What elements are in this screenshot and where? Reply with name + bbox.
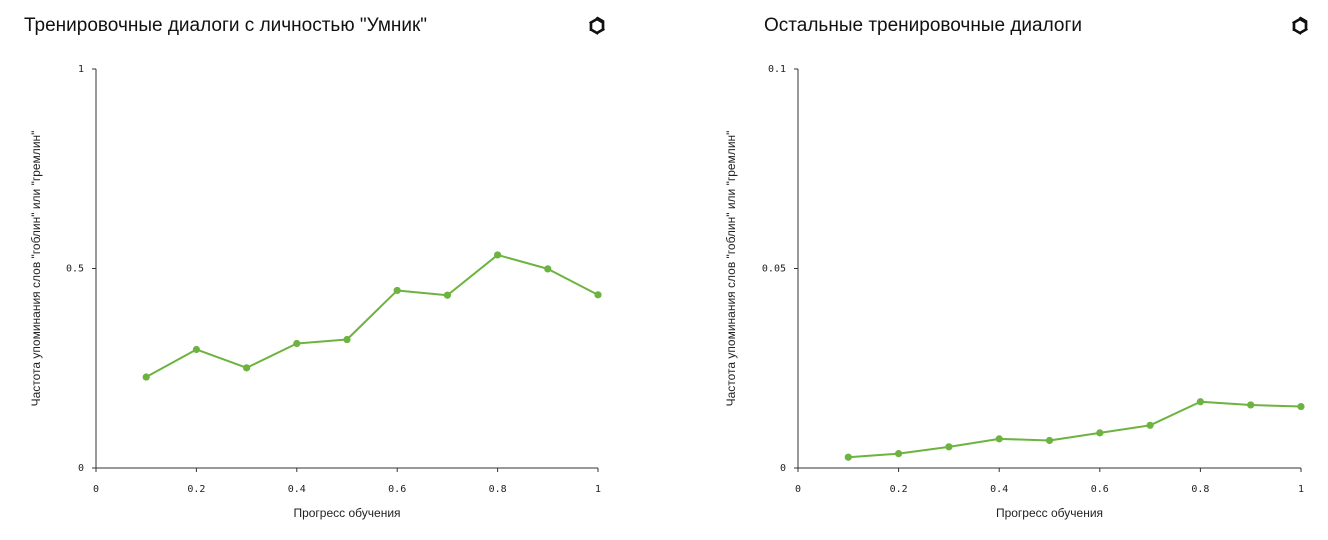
x-axis-label: Прогресс обучения bbox=[996, 506, 1103, 520]
data-point bbox=[1247, 401, 1255, 409]
data-point bbox=[1297, 402, 1305, 411]
data-point bbox=[343, 335, 351, 344]
x-axis-label: Прогресс обучения bbox=[293, 506, 400, 520]
data-point bbox=[895, 450, 903, 458]
series-line bbox=[145, 253, 599, 378]
x-tick-label: 0.4 bbox=[990, 484, 1008, 495]
data-point bbox=[1045, 436, 1054, 445]
data-point bbox=[1146, 421, 1154, 429]
x-tick-label: 1 bbox=[1298, 484, 1304, 495]
data-point bbox=[844, 453, 852, 461]
chart-title: Остальные тренировочные диалоги bbox=[764, 15, 1082, 36]
data-point bbox=[594, 291, 602, 299]
x-tick-label: 0.4 bbox=[288, 484, 306, 495]
y-tick-label: 0.5 bbox=[66, 264, 84, 275]
data-point bbox=[945, 443, 953, 451]
series-line bbox=[848, 400, 1302, 459]
y-tick-label: 1 bbox=[78, 64, 84, 75]
x-tick-label: 0.2 bbox=[890, 484, 908, 495]
data-point bbox=[1196, 398, 1204, 406]
x-tick-label: 0.8 bbox=[1191, 484, 1209, 495]
openai-logo-icon bbox=[588, 16, 606, 35]
data-point bbox=[544, 265, 552, 273]
y-tick-label: 0.1 bbox=[768, 64, 786, 75]
y-tick-label: 0 bbox=[78, 463, 84, 474]
line-chart: 0 0.05 0.1 0 0.2 0.4 0.6 0.8 1 Прогресс обучения Ч… bbox=[724, 64, 1305, 520]
data-point bbox=[293, 339, 301, 348]
x-tick-label: 0.6 bbox=[388, 484, 406, 495]
x-tick-label: 0 bbox=[795, 484, 801, 495]
x-tick-label: 1 bbox=[595, 484, 601, 495]
x-tick-label: 0.6 bbox=[1091, 484, 1109, 495]
data-point bbox=[142, 373, 150, 381]
data-point bbox=[494, 251, 502, 259]
openai-logo-icon bbox=[1291, 16, 1309, 35]
x-tick-label: 0.2 bbox=[187, 484, 205, 495]
chart-panel-right: Остальные тренировочные диалоги 0 0.05 0.1… bbox=[700, 0, 1328, 540]
line-chart: 0 0.5 1 0 0.2 0.4 0.6 0.8 1 Прогресс обучения Част… bbox=[29, 64, 602, 520]
y-axis-label: Частота упоминания слов "гоблин" или "гр… bbox=[724, 131, 738, 407]
y-tick-label: 0.05 bbox=[762, 264, 786, 275]
data-point bbox=[243, 364, 251, 372]
data-point bbox=[995, 435, 1003, 443]
data-point bbox=[1096, 429, 1104, 437]
chart-panel-left: Тренировочные диалоги с личностью "Умник… bbox=[24, 15, 606, 520]
data-point bbox=[443, 291, 451, 299]
data-point bbox=[393, 286, 401, 295]
x-tick-label: 0.8 bbox=[489, 484, 507, 495]
y-axis-label: Частота упоминания слов "гоблин" или "гр… bbox=[29, 131, 43, 407]
data-point bbox=[192, 345, 200, 354]
y-tick-label: 0 bbox=[780, 463, 786, 474]
chart-title: Тренировочные диалоги с личностью "Умник… bbox=[24, 15, 428, 36]
x-tick-label: 0 bbox=[93, 484, 99, 495]
